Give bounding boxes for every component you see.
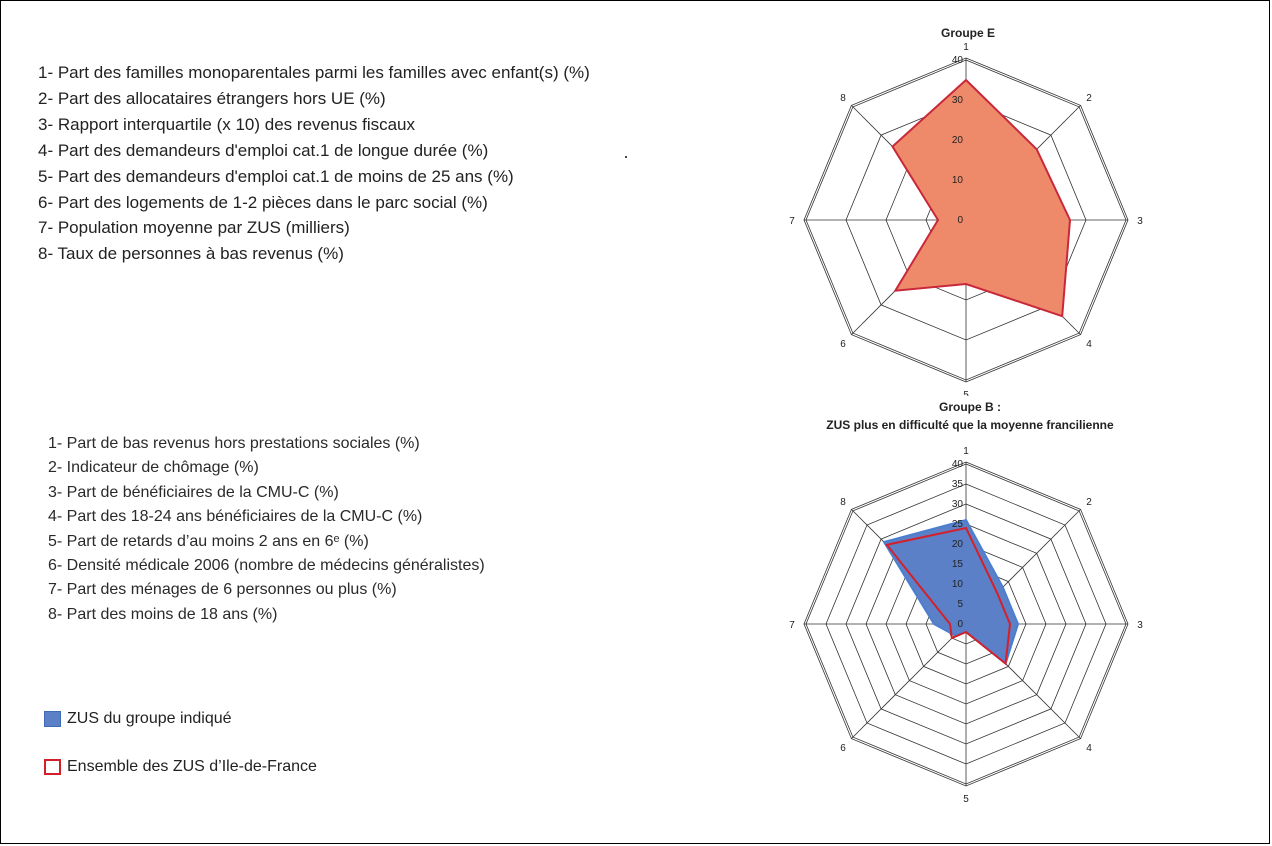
axis-label-3: 3 — [1137, 216, 1143, 227]
axis-label-4: 4 — [1086, 743, 1092, 754]
data-point — [1069, 219, 1071, 221]
data-point — [965, 283, 967, 285]
data-point — [965, 631, 967, 633]
group-e-indicator-8: 8- Taux de personnes à bas revenus (%) — [38, 244, 344, 264]
axis-label-8: 8 — [840, 93, 846, 104]
group-e-indicator-list: 1- Part des familles monoparentales parm… — [38, 60, 590, 267]
data-point — [1017, 623, 1019, 625]
axis-label-7: 7 — [789, 620, 795, 631]
group-b-indicator-list: 1- Part de bas revenus hors prestations … — [48, 432, 485, 627]
tick-label: 10 — [952, 579, 964, 590]
chart-title: Groupe E — [941, 26, 995, 40]
data-point — [937, 219, 939, 221]
tick-label: 35 — [952, 479, 964, 490]
axis-label-6: 6 — [840, 743, 846, 754]
group-e-indicator-5: 5- Part des demandeurs d'emploi cat.1 de… — [38, 166, 514, 186]
group-b-indicator-6: 6- Densité médicale 2006 (nombre de méde… — [48, 557, 485, 575]
legend-swatch-filled — [44, 711, 61, 727]
stray-dot — [625, 156, 627, 158]
data-point — [1061, 315, 1063, 318]
series-area-1 — [891, 78, 1072, 318]
chart-title-line2: ZUS plus en difficulté que la moyenne fr… — [826, 418, 1114, 432]
legend-item-all-zus: Ensemble des ZUS d’Ile-de-France — [44, 758, 317, 776]
tick-label: 30 — [952, 95, 964, 106]
legend-swatch-outline — [44, 759, 61, 775]
axis-spoke — [851, 623, 967, 739]
group-e-indicator-6: 6- Part des logements de 1-2 pièces dans… — [38, 192, 488, 212]
axis-label-2: 2 — [1086, 497, 1092, 508]
axis-label-2: 2 — [1086, 93, 1092, 104]
data-point — [949, 623, 951, 625]
group-e-indicator-4: 4- Part des demandeurs d'emploi cat.1 de… — [38, 140, 489, 160]
axis-label-5: 5 — [963, 794, 969, 805]
group-b-indicator-1: 1- Part de bas revenus hors prestations … — [48, 435, 420, 452]
radar-chart-group-e: Groupe E 0 10 20 30 40 1 2 3 4 5 6 7 8 — [789, 26, 1143, 396]
radar-chart-group-b: Groupe B : ZUS plus en difficulté que la … — [789, 400, 1143, 805]
axis-label-1: 1 — [963, 446, 969, 457]
tick-label: 15 — [952, 559, 964, 570]
axis-label-6: 6 — [840, 339, 846, 350]
data-point — [1009, 623, 1011, 625]
axis-label-1: 1 — [963, 42, 969, 53]
data-point — [933, 623, 935, 625]
group-e-indicator-1: 1- Part des familles monoparentales parm… — [38, 63, 590, 82]
group-b-indicator-3: 3- Part de bénéficiaires de la CMU-C (%) — [48, 483, 339, 501]
tick-label: 0 — [957, 619, 963, 630]
tick-label: 20 — [952, 539, 964, 550]
group-e-indicator-7: 7- Population moyenne par ZUS (milliers) — [38, 218, 350, 238]
tick-label: 25 — [952, 519, 964, 530]
data-point — [886, 544, 888, 546]
data-point — [965, 79, 967, 81]
axis-label-3: 3 — [1137, 620, 1143, 631]
tick-label: 40 — [952, 459, 964, 470]
group-b-indicator-8: 8- Part des moins de 18 ans (%) — [48, 605, 278, 623]
group-b-indicator-7: 7- Part des ménages de 6 personnes ou pl… — [48, 581, 397, 599]
data-point — [883, 541, 885, 543]
data-point — [1002, 586, 1004, 588]
legend-label-all-zus: Ensemble des ZUS d’Ile-de-France — [67, 758, 317, 775]
axis-label-4: 4 — [1086, 339, 1092, 350]
axis-label-7: 7 — [789, 216, 795, 227]
data-point — [996, 592, 998, 594]
tick-label: 20 — [952, 135, 964, 146]
data-point — [891, 145, 894, 148]
data-point — [1035, 148, 1038, 151]
chart-title-line1: Groupe B : — [939, 400, 1001, 414]
group-e-indicator-2: 2- Part des allocataires étrangers hors … — [38, 88, 386, 108]
tick-label: 30 — [952, 499, 964, 510]
tick-label: 40 — [952, 55, 964, 66]
legend-label-group: ZUS du groupe indiqué — [67, 710, 232, 727]
data-point — [965, 527, 967, 529]
tick-label: 5 — [957, 599, 963, 610]
data-point — [894, 289, 897, 292]
data-point — [965, 519, 967, 521]
axis-label-5: 5 — [963, 390, 969, 396]
group-b-indicator-2: 2- Indicateur de chômage (%) — [48, 459, 259, 477]
data-point — [951, 637, 953, 639]
tick-label: 0 — [957, 215, 963, 226]
tick-label: 10 — [952, 175, 964, 186]
group-b-indicator-5: 5- Part de retards d’au moins 2 ans en 6… — [48, 532, 369, 550]
axis-label-8: 8 — [840, 497, 846, 508]
group-e-indicator-3: 3- Rapport interquartile (x 10) des reve… — [38, 114, 416, 134]
legend-item-group: ZUS du groupe indiqué — [44, 710, 232, 728]
group-b-indicator-4: 4- Part des 18-24 ans bénéficiaires de l… — [48, 508, 423, 526]
data-point — [1004, 662, 1007, 665]
